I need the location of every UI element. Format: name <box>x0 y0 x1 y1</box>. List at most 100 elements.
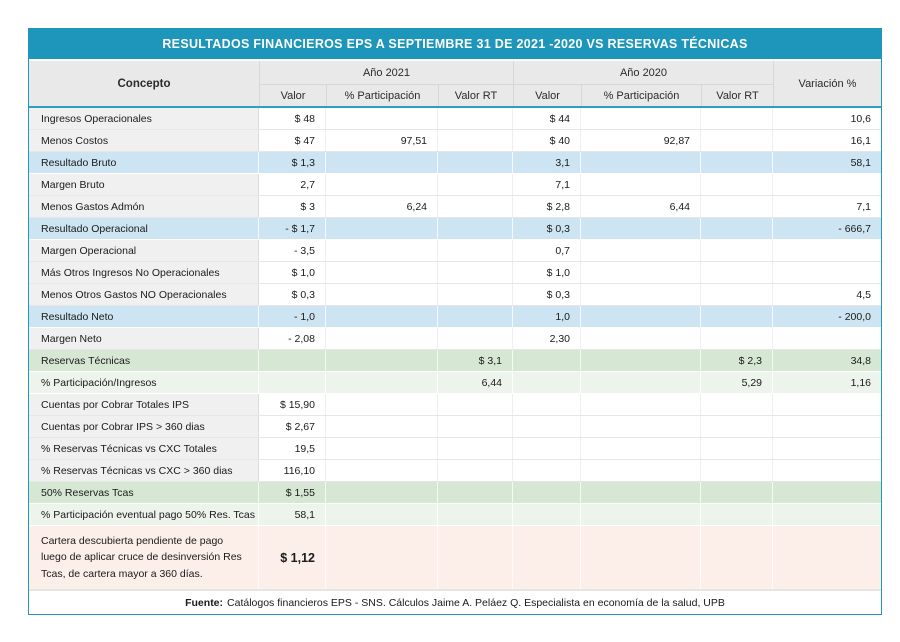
concept-cell: Margen Bruto <box>29 174 259 195</box>
table-row: Cuentas por Cobrar IPS > 360 dias $ 2,67 <box>29 416 881 438</box>
valor-2021-cell: $ 1,12 <box>259 526 326 589</box>
table-row: % Participación eventual pago 50% Res. T… <box>29 504 881 526</box>
participacion-2021-cell <box>326 394 438 415</box>
participacion-2021-cell <box>326 152 438 173</box>
valor-rt-2021-cell <box>438 240 513 261</box>
valor-2020-cell <box>513 394 581 415</box>
variacion-cell: 7,1 <box>856 200 871 213</box>
participacion-2021-cell <box>326 416 438 437</box>
participacion-2021-cell <box>326 350 438 371</box>
table-row: Cartera descubierta pendiente de pago lu… <box>29 526 881 590</box>
valor-2020-cell <box>513 372 581 393</box>
valor-rt-2020-cell <box>701 416 773 437</box>
participacion-2021-cell <box>326 218 438 239</box>
valor-rt-2021-cell <box>438 394 513 415</box>
valor-2020-cell <box>513 526 581 589</box>
valor-2021-cell: $ 1,55 <box>259 482 326 503</box>
participacion-2021-cell <box>326 284 438 305</box>
participacion-2021-cell <box>326 372 438 393</box>
valor-2020-cell: $ 2,8 <box>513 196 581 217</box>
valor-rt-2021-cell <box>438 130 513 151</box>
participacion-2020-cell <box>581 438 701 459</box>
concept-cell: Cuentas por Cobrar Totales IPS <box>29 394 259 415</box>
variacion-cell: 58,1 <box>773 152 881 173</box>
valor-2021-cell: $ 15,90 <box>259 394 326 415</box>
table-row: Cuentas por Cobrar Totales IPS $ 15,90 <box>29 394 881 416</box>
valor-2021-cell: $ 0,3 <box>259 284 326 305</box>
participacion-2021-cell <box>326 460 438 481</box>
valor-rt-2021-cell <box>438 482 513 503</box>
variacion-cell <box>773 482 881 503</box>
participacion-2021-cell <box>326 240 438 261</box>
participacion-2020-cell <box>581 174 701 195</box>
valor-2021-cell: $ 48 <box>259 108 326 129</box>
valor-rt-2021-cell: $ 3,1 <box>438 350 513 371</box>
table-row: Resultado Neto - 1,0 1,0 - 200,0 <box>29 306 881 328</box>
valor-rt-2020-cell <box>701 328 773 349</box>
valor-rt-2020-cell <box>701 394 773 415</box>
concept-cell: Resultado Bruto <box>29 152 259 173</box>
variacion-cell <box>773 438 881 459</box>
header-valor-2021: Valor <box>259 84 326 106</box>
valor-2021-cell: - $ 1,7 <box>259 218 326 239</box>
table-row: Menos Costos $ 47 97,51 $ 40 92,87 16,1 <box>29 130 881 152</box>
valor-2021-cell: 2,7 <box>259 174 326 195</box>
valor-2020-cell: 3,1 <box>513 152 581 173</box>
concept-cell: % Participación/Ingresos <box>29 372 259 393</box>
participacion-2020-cell <box>581 306 701 327</box>
variacion-cell: - 666,7 <box>773 218 881 239</box>
valor-rt-2020-cell <box>701 174 773 195</box>
valor-2021-cell: - 1,0 <box>259 306 326 327</box>
header-ano-2021: Año 2021 <box>259 61 513 84</box>
concept-cell: Menos Gastos Admón <box>29 196 259 217</box>
concept-cell: Cartera descubierta pendiente de pago lu… <box>29 526 259 589</box>
valor-rt-2020-cell <box>701 306 773 327</box>
valor-2020-cell: 0,7 <box>513 240 581 261</box>
concept-cell: 50% Reservas Tcas <box>29 482 259 503</box>
valor-rt-2021-cell <box>438 526 513 589</box>
concept-cell: Menos Otros Gastos NO Operacionales <box>29 284 259 305</box>
valor-2021-cell: 116,10 <box>259 460 326 481</box>
variacion-cell <box>773 416 881 437</box>
concept-cell: % Reservas Técnicas vs CXC Totales <box>29 438 259 459</box>
header-concepto: Concepto <box>117 77 171 90</box>
participacion-2020-cell <box>581 328 701 349</box>
table-row: Más Otros Ingresos No Operacionales $ 1,… <box>29 262 881 284</box>
concept-cell: % Reservas Técnicas vs CXC > 360 dias <box>29 460 259 481</box>
valor-rt-2021-cell <box>438 152 513 173</box>
participacion-2021-cell <box>326 526 438 589</box>
participacion-2021-cell <box>326 438 438 459</box>
participacion-2020-cell <box>581 240 701 261</box>
valor-rt-2021-cell <box>438 328 513 349</box>
valor-2020-cell <box>513 416 581 437</box>
participacion-2020-cell <box>581 416 701 437</box>
table-body: Ingresos Operacionales $ 48 $ 44 10,6 Me… <box>29 108 881 590</box>
valor-rt-2020-cell <box>701 240 773 261</box>
variacion-cell: 4,5 <box>856 288 871 301</box>
valor-rt-2020-cell <box>701 504 773 525</box>
valor-rt-2020-cell <box>701 152 773 173</box>
header-participacion-2021: % Participación <box>326 84 438 106</box>
concept-cell: Reservas Técnicas <box>29 350 259 371</box>
participacion-2020-cell <box>581 284 701 305</box>
valor-rt-2021-cell <box>438 504 513 525</box>
valor-rt-2021-cell <box>438 460 513 481</box>
valor-2020-cell <box>513 504 581 525</box>
valor-rt-2020-cell <box>701 482 773 503</box>
valor-rt-2021-cell <box>438 174 513 195</box>
table-row: Resultado Operacional - $ 1,7 $ 0,3 - 66… <box>29 218 881 240</box>
valor-2021-cell: $ 3 <box>259 196 326 217</box>
valor-rt-2020-cell <box>701 108 773 129</box>
concept-cell: Ingresos Operacionales <box>29 108 259 129</box>
valor-rt-2020-cell <box>701 196 773 217</box>
variacion-cell <box>773 328 881 349</box>
valor-2021-cell: - 2,08 <box>259 328 326 349</box>
valor-rt-2020-cell <box>701 438 773 459</box>
header-participacion-2020: % Participación <box>581 84 701 106</box>
valor-2020-cell: $ 0,3 <box>513 218 581 239</box>
table-title: RESULTADOS FINANCIEROS EPS A SEPTIEMBRE … <box>29 29 881 61</box>
valor-2020-cell: 2,30 <box>513 328 581 349</box>
participacion-2021-cell <box>326 108 438 129</box>
variacion-cell <box>773 526 881 589</box>
table-row: % Reservas Técnicas vs CXC > 360 dias 11… <box>29 460 881 482</box>
